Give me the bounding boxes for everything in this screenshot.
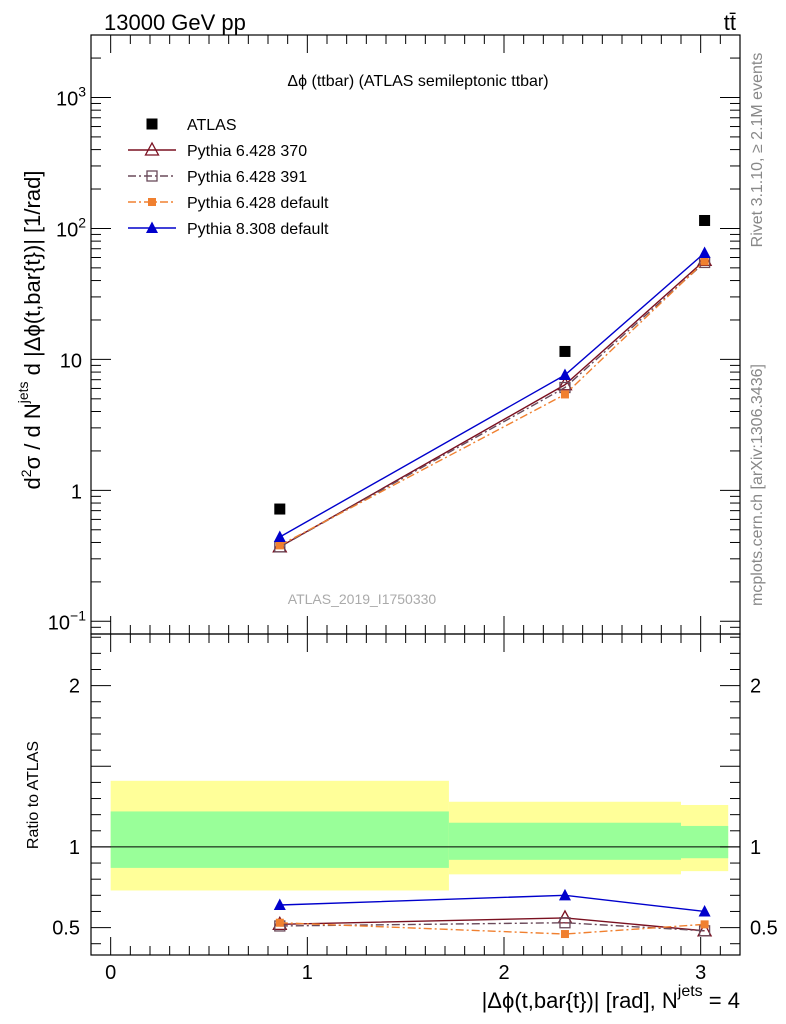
ratio-y-tick-label: 1 — [69, 837, 80, 859]
legend-item-pythia-6-428-391: Pythia 6.428 391 — [128, 169, 307, 186]
ratio-data-point — [557, 909, 573, 924]
y-tick-label: 10 — [60, 350, 82, 372]
legend-marker — [146, 221, 158, 233]
legend-marker — [146, 170, 158, 182]
ratio-y-tick-label: 0.5 — [52, 918, 80, 940]
ratio-series-pythia-6-428-391 — [274, 917, 711, 937]
ratio-panel: 0.5 0.5 1 1 2 2 0 1 2 3 — [52, 633, 778, 984]
data-point — [275, 541, 284, 550]
data-point — [274, 503, 286, 515]
y-tick-label: 102 — [56, 214, 86, 241]
green-band — [681, 825, 729, 859]
y-tick-label: 10−1 — [48, 607, 86, 634]
legend-marker — [148, 198, 156, 206]
ratio-y-tick-label-right: 2 — [750, 676, 761, 698]
ratio-y-tick-label: 2 — [69, 676, 80, 698]
ratio-series-line — [279, 917, 705, 932]
data-point — [558, 368, 571, 381]
ratio-series-line — [279, 894, 705, 913]
series-line — [279, 260, 706, 547]
legend-marker — [144, 141, 160, 156]
legend-marker — [146, 118, 158, 130]
ratio-data-point — [559, 917, 571, 929]
energy-label: 13000 GeV pp — [104, 10, 246, 35]
legend-label: Pythia 8.308 default — [187, 221, 329, 238]
ratio-data-point — [273, 898, 286, 910]
y-tick-label: 1 — [71, 481, 82, 503]
legend-label: Pythia 6.428 391 — [187, 169, 307, 186]
ratio-data-point — [700, 920, 709, 929]
x-tick-label: 0 — [105, 962, 116, 984]
series-pythia-6-428-370 — [272, 252, 713, 553]
data-point — [698, 246, 711, 258]
legend-label: Pythia 6.428 default — [187, 195, 329, 212]
y-tick-label: 103 — [56, 83, 86, 110]
ratio-y-axis-label: Ratio to ATLAS — [25, 741, 42, 849]
data-point — [559, 345, 571, 357]
series-line — [279, 252, 706, 538]
green-band — [448, 822, 681, 860]
main-y-axis-label: d2σ / d Njets d |Δϕ(t,bar{t})| [1/rad] — [15, 171, 45, 490]
data-point — [273, 530, 286, 543]
data-point — [560, 390, 569, 399]
series-pythia-6-428-default — [275, 257, 709, 550]
uncertainty-bands — [110, 780, 729, 891]
legend-label: ATLAS — [187, 117, 237, 134]
ratio-plot-frame — [90, 633, 741, 956]
legend: ATLAS Pythia 6.428 370 Pythia 6.428 391 Pyt… — [128, 117, 329, 238]
ratio-y-tick-label-right: 1 — [750, 837, 761, 859]
ratio-data-point — [275, 918, 284, 927]
legend-item-atlas: ATLAS — [146, 117, 237, 134]
ratio-series-pythia-6-428-default — [275, 918, 709, 939]
ratio-y-tick-label-right: 0.5 — [750, 918, 778, 940]
legend-item-pythia-6-428-370: Pythia 6.428 370 — [128, 141, 307, 160]
data-point — [700, 257, 709, 266]
main-chart-title: Δϕ (ttbar) (ATLAS semileptonic ttbar) — [287, 73, 548, 90]
series-line — [279, 259, 706, 548]
ratio-data-point — [560, 930, 569, 939]
x-tick-label: 3 — [695, 962, 706, 984]
series-pythia-8-308-default — [273, 246, 711, 543]
ratio-data-point — [558, 888, 571, 901]
legend-label: Pythia 6.428 370 — [187, 143, 307, 160]
ratio-series-pythia-8-308-default — [273, 888, 711, 917]
data-point — [699, 214, 711, 226]
x-axis-label: |Δϕ(t,bar{t})| [rad], Njets = 4 — [482, 983, 740, 1013]
x-tick-label: 2 — [498, 962, 509, 984]
process-label: tt̄ — [724, 10, 736, 35]
series-atlas — [274, 214, 711, 515]
legend-item-pythia-6-428-default: Pythia 6.428 default — [128, 195, 329, 212]
series-pythia-6-428-391 — [274, 256, 711, 553]
analysis-watermark: ATLAS_2019_I1750330 — [288, 591, 437, 607]
ratio-series-line — [279, 922, 705, 932]
green-band — [110, 811, 449, 868]
main-panel: 10−1 1 10 102 103 Δϕ (ttbar) (ATLAS semilepto… — [48, 34, 741, 635]
ratio-data-point — [698, 904, 711, 917]
mcplots-label: mcplots.cern.ch [arXiv:1306.3436] — [749, 364, 766, 606]
series-line — [279, 261, 706, 548]
legend-item-pythia-8-308-default: Pythia 8.308 default — [128, 221, 329, 238]
x-tick-label: 1 — [302, 962, 313, 984]
rivet-label: Rivet 3.1.10, ≥ 2.1M events — [749, 53, 766, 248]
